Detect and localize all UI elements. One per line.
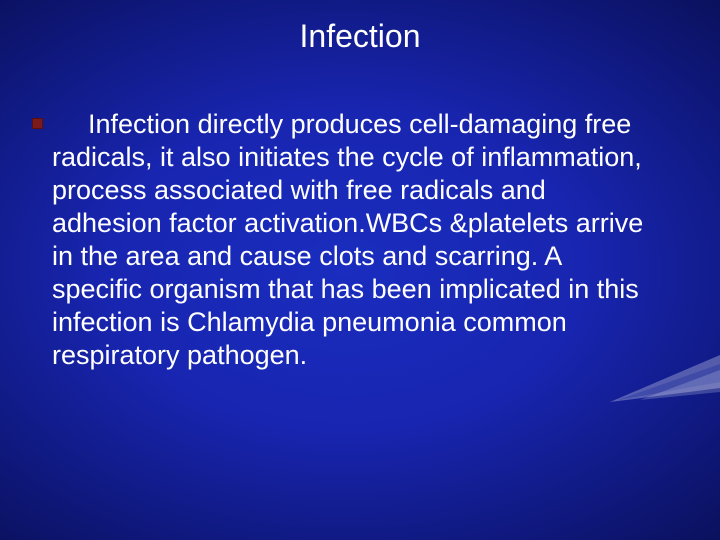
bullet-icon bbox=[32, 118, 43, 129]
slide: Infection Infection directly produces ce… bbox=[0, 0, 720, 540]
slide-title: Infection bbox=[0, 18, 720, 55]
slide-body: Infection directly produces cell-damagin… bbox=[52, 108, 652, 372]
